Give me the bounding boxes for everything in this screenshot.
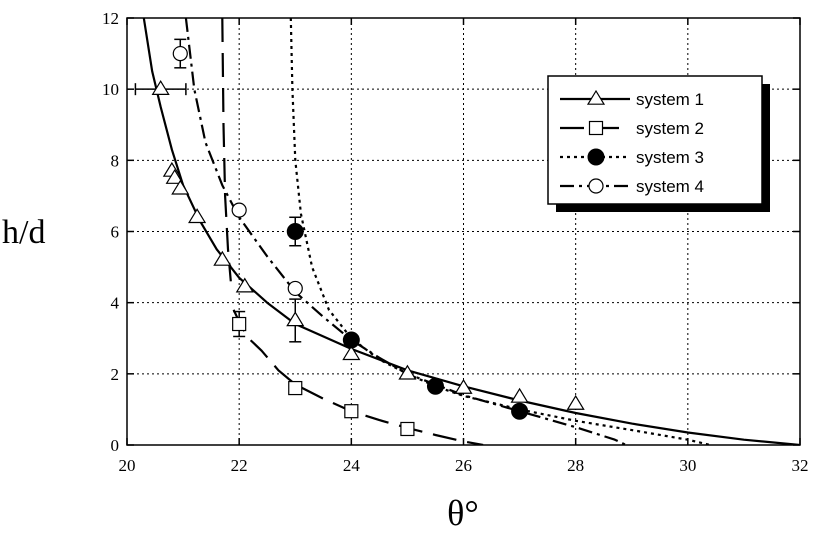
x-axis-label: θ° [447, 493, 479, 533]
series-3-curve [289, 18, 711, 445]
series-3-point [342, 331, 360, 349]
y-tick-label: 6 [111, 223, 120, 242]
series-4-curve [184, 18, 627, 445]
y-tick-label: 10 [102, 80, 119, 99]
series-1-point [454, 378, 473, 394]
series-1-point [286, 311, 305, 327]
x-tick-label: 26 [455, 456, 472, 475]
legend-label: system 3 [636, 148, 704, 167]
y-axis-label: h/d [2, 214, 45, 251]
series-3-point [286, 223, 304, 240]
y-tick-label: 8 [111, 151, 120, 170]
legend-label: system 4 [636, 177, 704, 196]
series-4-point [231, 202, 247, 218]
series-2-point [288, 380, 303, 396]
y-tick-label: 2 [111, 365, 120, 384]
series-3-point [426, 377, 444, 395]
x-tick-label: 28 [567, 456, 584, 475]
legend-swatch-marker [588, 178, 604, 194]
series-2-point [344, 404, 359, 419]
series-1-point [342, 345, 361, 361]
legend-box [547, 75, 763, 205]
markers [151, 45, 585, 437]
legend-swatch-marker [588, 120, 604, 136]
legend-label: system 1 [636, 90, 704, 109]
x-tick-label: 24 [343, 456, 361, 475]
y-tick-label: 12 [102, 9, 119, 28]
legend-label: system 2 [636, 119, 704, 138]
legend-swatch-marker [587, 148, 605, 166]
series-2-curve-branch [221, 18, 232, 282]
x-tick-label: 22 [231, 456, 248, 475]
series-2-point [400, 421, 415, 437]
y-tick-label: 0 [111, 436, 120, 455]
series-1-point [510, 387, 529, 403]
legend: system 1 system 2 system 3 system 4 [547, 75, 770, 212]
x-tick-label: 32 [792, 456, 809, 475]
series-4-point [287, 280, 303, 297]
series-2-curve [232, 309, 484, 445]
legend-swatch-marker [586, 89, 606, 105]
x-tick-label: 30 [679, 456, 696, 475]
series-1-point [188, 208, 207, 224]
series-1-point [235, 277, 254, 293]
series-3-point [511, 402, 529, 420]
series-1-point [151, 80, 170, 95]
series-1-point [566, 394, 585, 410]
x-tick-label: 20 [119, 456, 136, 475]
series-1-point [398, 364, 417, 380]
series-1-point [213, 250, 232, 266]
series-2-point [232, 316, 247, 332]
series-1-point [165, 168, 184, 184]
series-1-point [171, 179, 190, 195]
y-tick-label: 4 [111, 294, 120, 313]
series-4-point [172, 45, 188, 62]
